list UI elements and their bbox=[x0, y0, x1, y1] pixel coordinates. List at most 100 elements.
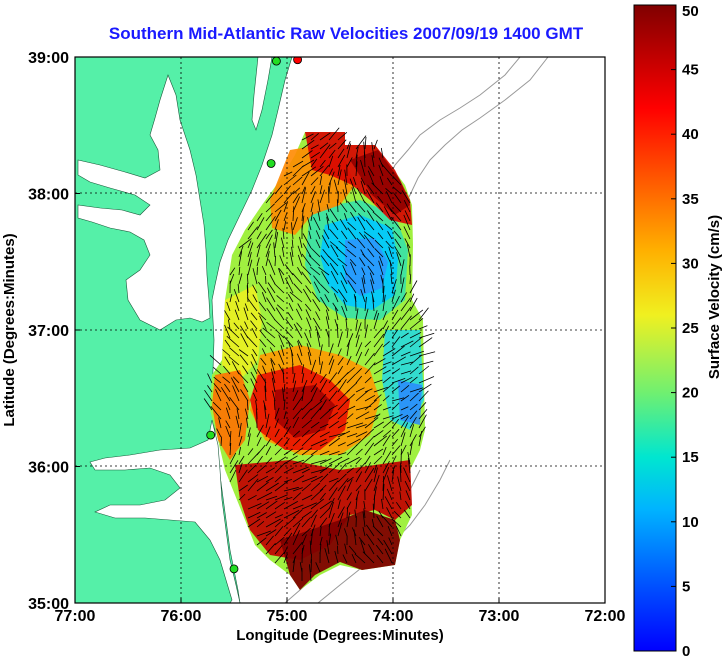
velocity-vector bbox=[346, 355, 352, 366]
velocity-vector bbox=[391, 378, 406, 384]
velocity-vector bbox=[387, 526, 393, 537]
velocity-vector bbox=[319, 189, 325, 204]
velocity-vector bbox=[310, 482, 321, 492]
velocity-vector bbox=[364, 362, 376, 375]
velocity-vector bbox=[229, 273, 235, 285]
velocity-vector bbox=[375, 202, 384, 213]
velocity-vector bbox=[301, 150, 313, 159]
velocity-vector bbox=[247, 448, 254, 456]
velocity-vector bbox=[381, 498, 384, 510]
velocity-vector bbox=[212, 401, 222, 411]
velocity-vector bbox=[293, 283, 303, 294]
velocity-vector bbox=[337, 485, 346, 501]
velocity-vector bbox=[251, 327, 258, 339]
velocity-vector bbox=[265, 482, 279, 492]
velocity-vector bbox=[218, 417, 222, 429]
velocity-vector bbox=[238, 462, 243, 474]
velocity-vector bbox=[363, 275, 366, 285]
velocity-vector bbox=[283, 174, 297, 186]
velocity-vector bbox=[318, 356, 321, 366]
velocity-vector bbox=[355, 308, 359, 321]
velocity-vector bbox=[256, 244, 261, 258]
velocity-vector bbox=[355, 462, 366, 474]
velocity-vector bbox=[261, 265, 267, 276]
velocity-vector bbox=[283, 383, 286, 393]
velocity-vector bbox=[257, 312, 267, 321]
velocity-vector bbox=[301, 510, 312, 519]
velocity-vector bbox=[283, 486, 299, 492]
velocity-vector bbox=[265, 543, 276, 555]
velocity-vector bbox=[283, 479, 293, 483]
velocity-vector bbox=[371, 518, 375, 528]
velocity-vector bbox=[328, 142, 337, 150]
velocity-vector bbox=[238, 446, 241, 456]
velocity-vector bbox=[265, 203, 275, 213]
velocity-vector bbox=[400, 406, 409, 411]
velocity-vector bbox=[265, 477, 274, 483]
velocity-vector bbox=[373, 404, 382, 411]
velocity-vector bbox=[328, 168, 333, 177]
velocity-vector bbox=[276, 304, 285, 312]
velocity-vector bbox=[292, 407, 303, 420]
velocity-vector bbox=[371, 155, 375, 168]
velocity-vector bbox=[268, 259, 276, 276]
velocity-vector bbox=[337, 457, 350, 465]
velocity-vector bbox=[390, 216, 402, 231]
velocity-vector bbox=[251, 353, 258, 366]
velocity-zone-yellow-west bbox=[222, 285, 262, 380]
chart-title: Southern Mid-Atlantic Raw Velocities 200… bbox=[109, 24, 584, 43]
velocity-vector bbox=[237, 284, 240, 294]
velocity-vector bbox=[292, 192, 300, 204]
velocity-vector bbox=[328, 456, 343, 465]
velocity-vector bbox=[342, 189, 348, 204]
velocity-vector bbox=[418, 325, 428, 330]
velocity-vector bbox=[319, 492, 326, 501]
velocity-vector bbox=[315, 562, 321, 573]
velocity-vector bbox=[246, 335, 258, 348]
velocity-vector bbox=[289, 291, 303, 303]
velocity-vector bbox=[337, 545, 339, 555]
velocity-vector bbox=[328, 343, 334, 357]
velocity-vector bbox=[361, 277, 366, 294]
velocity-vector bbox=[277, 350, 285, 366]
velocity-vector bbox=[391, 279, 397, 294]
velocity-vector bbox=[285, 318, 294, 330]
velocity-vector bbox=[346, 248, 357, 258]
velocity-vector bbox=[240, 333, 249, 348]
velocity-vector bbox=[337, 410, 348, 420]
velocity-vector bbox=[386, 191, 393, 204]
velocity-vector bbox=[346, 373, 357, 384]
velocity-vector bbox=[272, 390, 276, 402]
station-marker bbox=[206, 430, 216, 440]
velocity-vector bbox=[230, 377, 240, 393]
velocity-vector bbox=[310, 383, 318, 393]
velocity-vector bbox=[319, 526, 322, 537]
velocity-vector bbox=[252, 392, 258, 402]
velocity-vector bbox=[403, 200, 411, 213]
velocity-vector bbox=[409, 424, 415, 438]
velocity-vector bbox=[394, 238, 402, 249]
velocity-vector bbox=[409, 336, 424, 348]
velocity-vector bbox=[310, 421, 320, 429]
velocity-vector bbox=[373, 430, 384, 438]
velocity-vector bbox=[337, 357, 344, 366]
y-tick-label: 39:00 bbox=[28, 50, 69, 67]
velocity-vector bbox=[256, 257, 260, 267]
velocity-vector bbox=[346, 479, 353, 492]
velocity-vector bbox=[256, 437, 262, 447]
velocity-vector bbox=[363, 234, 375, 249]
velocity-vector bbox=[213, 376, 222, 384]
velocity-vector bbox=[364, 348, 370, 357]
velocity-vector bbox=[215, 389, 222, 402]
velocity-vector bbox=[301, 373, 305, 384]
velocity-vector bbox=[292, 196, 301, 213]
velocity-vector bbox=[283, 399, 286, 411]
velocity-vector bbox=[403, 509, 411, 519]
velocity-vector bbox=[307, 217, 312, 231]
velocity-vector bbox=[342, 554, 348, 564]
velocity-vector bbox=[270, 357, 276, 366]
velocity-vector bbox=[384, 496, 393, 510]
velocity-vector bbox=[310, 266, 321, 276]
velocity-vector bbox=[242, 365, 249, 375]
velocity-vector bbox=[310, 509, 319, 519]
